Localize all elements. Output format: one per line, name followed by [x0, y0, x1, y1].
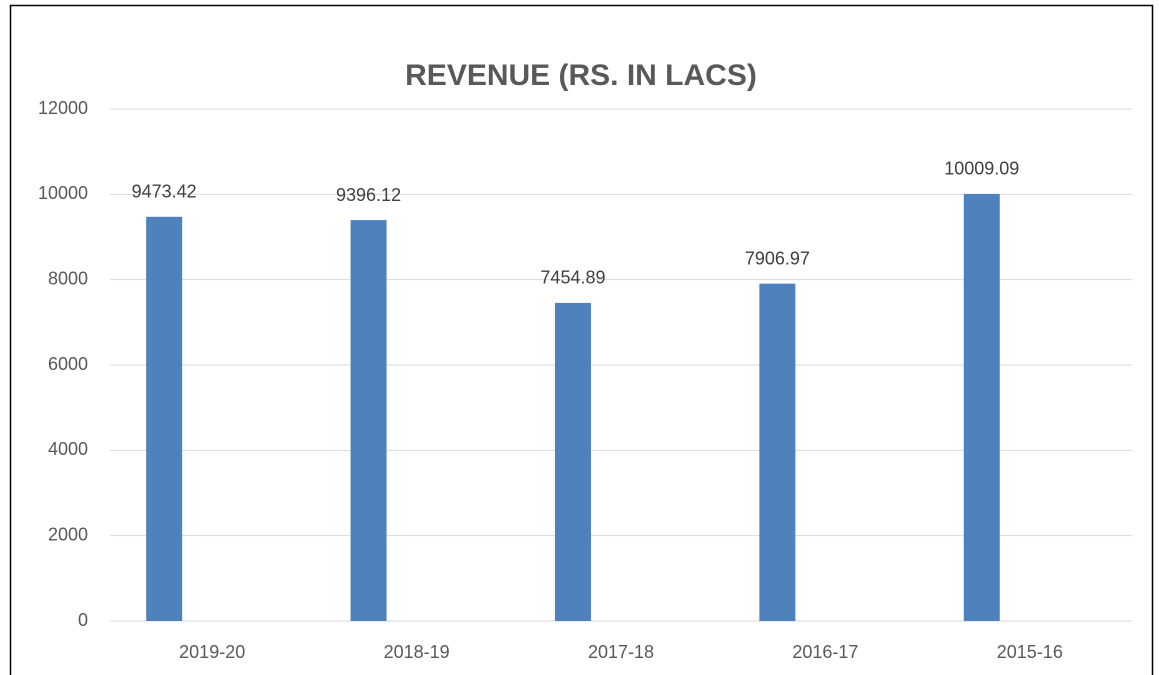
data-label: 9473.42: [132, 182, 197, 202]
x-tick-label: 2015-16: [997, 642, 1063, 662]
bar: [146, 216, 183, 621]
x-tick-label: 2019-20: [179, 642, 245, 662]
bar: [963, 193, 1000, 621]
data-label: 9396.12: [336, 185, 401, 205]
bar: [554, 302, 591, 621]
y-tick-label: 12000: [38, 98, 88, 118]
y-tick-label: 4000: [48, 439, 88, 459]
bar: [759, 283, 796, 621]
y-tick-label: 2000: [48, 524, 88, 544]
y-tick-label: 10000: [38, 183, 88, 203]
x-tick-label: 2018-19: [384, 642, 450, 662]
chart-title: REVENUE (RS. IN LACS): [405, 59, 757, 92]
y-tick-label: 6000: [48, 354, 88, 374]
x-tick-label: 2017-18: [588, 642, 654, 662]
x-tick-label: 2016-17: [792, 642, 858, 662]
data-label: 7906.97: [745, 248, 810, 268]
data-label: 7454.89: [540, 268, 605, 288]
y-tick-label: 0: [78, 610, 88, 630]
y-tick-label: 8000: [48, 268, 88, 288]
bar: [350, 220, 387, 621]
data-label: 10009.09: [944, 159, 1019, 179]
